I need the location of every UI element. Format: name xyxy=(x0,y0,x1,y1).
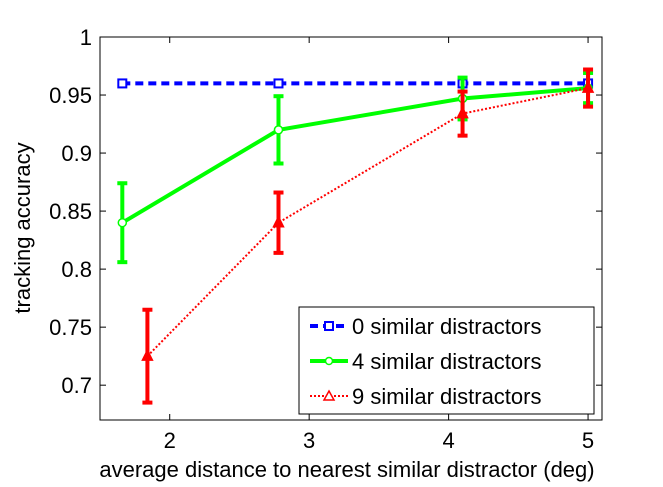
y-tick-label: 0.9 xyxy=(61,141,92,166)
y-tick-label: 0.75 xyxy=(49,315,92,340)
data-point xyxy=(141,348,154,361)
legend: 0 similar distractors 4 similar distract… xyxy=(298,306,595,415)
x-tick-label: 2 xyxy=(164,428,176,453)
y-tick-label: 0.8 xyxy=(61,257,92,282)
x-tick-label: 5 xyxy=(582,428,594,453)
y-tick-label: 0.95 xyxy=(49,83,92,108)
legend-label-1: 4 similar distractors xyxy=(352,349,541,374)
data-point xyxy=(273,125,284,135)
legend-label-0: 0 similar distractors xyxy=(352,314,541,339)
x-tick-label: 4 xyxy=(442,428,454,453)
x-tick-label: 3 xyxy=(303,428,315,453)
series-line xyxy=(121,86,589,225)
x-axis-label: average distance to nearest similar dist… xyxy=(99,457,594,482)
data-point xyxy=(272,215,285,228)
legend-entry-0: 0 similar distractors xyxy=(310,314,541,339)
series-2 xyxy=(141,67,595,405)
data-point xyxy=(273,78,284,89)
y-axis-label: tracking accuracy xyxy=(10,142,35,313)
data-point xyxy=(581,80,595,93)
y-tick-label: 1 xyxy=(80,25,92,50)
y-tick-label: 0.85 xyxy=(49,199,92,224)
series-line xyxy=(146,87,589,357)
data-point xyxy=(456,105,469,119)
legend-entry-2: 9 similar distractors xyxy=(310,384,541,409)
data-point xyxy=(117,78,128,89)
legend-entry-1: 4 similar distractors xyxy=(310,349,541,374)
series-layer xyxy=(117,67,595,405)
legend-label-2: 9 similar distractors xyxy=(352,384,541,409)
y-tick-label: 0.7 xyxy=(61,373,92,398)
legend-box xyxy=(298,306,595,415)
axis-ticks: 2 3 4 5 1 0.95 0.9 0.85 0.8 0.75 0.7 xyxy=(49,25,602,453)
data-point xyxy=(117,217,128,228)
